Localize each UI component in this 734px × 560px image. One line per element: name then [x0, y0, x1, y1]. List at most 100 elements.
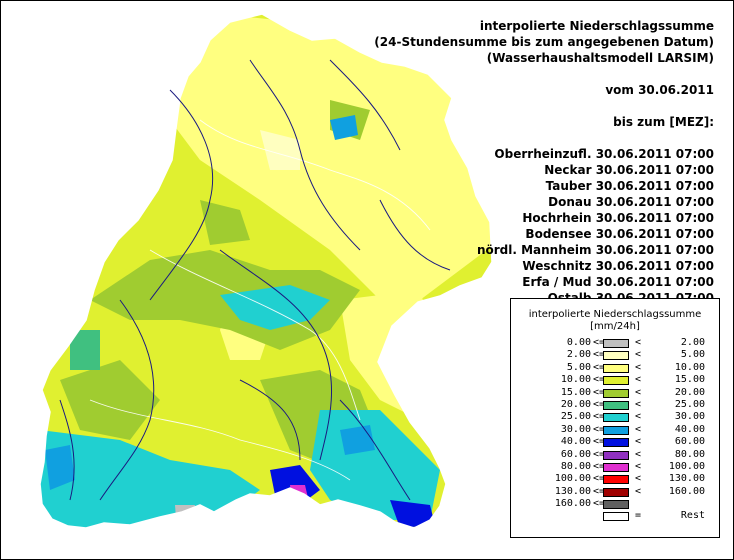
legend-low: 80.00: [560, 460, 591, 472]
legend-op2: <: [635, 361, 642, 373]
legend-high: 80.00: [674, 448, 705, 460]
legend: interpolierte Niederschlagssumme [mm/24h…: [510, 298, 720, 538]
legend-swatch: [603, 438, 629, 448]
legend-high: 100.00: [668, 460, 705, 472]
legend-swatch: [603, 425, 629, 435]
region-row: Weschnitz 30.06.2011 07:00: [374, 258, 714, 274]
legend-high: 60.00: [674, 436, 705, 448]
legend-swatch: [603, 462, 629, 472]
legend-op2: <: [635, 349, 642, 361]
region-datetime: 30.06.2011 07:00: [595, 275, 714, 289]
until-label: bis zum [MEZ]:: [613, 115, 714, 129]
legend-high: 40.00: [674, 423, 705, 435]
legend-row: 60.00 <= <80.00: [511, 449, 719, 461]
region-datetime: 30.06.2011 07:00: [595, 195, 714, 209]
legend-op1: <=: [593, 386, 606, 398]
legend-low: 25.00: [560, 411, 591, 423]
legend-op1: <=: [593, 448, 606, 460]
legend-low: 0.00: [566, 337, 591, 348]
legend-swatch: [603, 450, 629, 460]
region-list: Oberrheinzufl. 30.06.2011 07:00 Neckar 30…: [374, 146, 714, 306]
legend-op2: <: [635, 423, 642, 435]
legend-row: 100.00 <= <130.00: [511, 473, 719, 485]
title-block: interpolierte Niederschlagssumme (24-Stu…: [374, 18, 714, 306]
legend-op2: <: [635, 398, 642, 410]
region-row: Bodensee 30.06.2011 07:00: [374, 226, 714, 242]
precipitation-map: [39, 13, 493, 529]
legend-op2: <: [635, 337, 642, 348]
region-name: Hochrhein: [522, 211, 592, 225]
legend-op1: <=: [593, 337, 606, 348]
region-row: nördl. Mannheim 30.06.2011 07:00: [374, 242, 714, 258]
legend-low: 20.00: [560, 398, 591, 410]
legend-swatch: [603, 500, 629, 510]
region-row: Oberrheinzufl. 30.06.2011 07:00: [374, 146, 714, 162]
legend-high: Rest: [680, 510, 705, 522]
legend-high: 20.00: [674, 386, 705, 398]
legend-low: 40.00: [560, 436, 591, 448]
legend-low: 130.00: [554, 485, 591, 497]
legend-low: 5.00: [566, 361, 591, 373]
legend-low: 100.00: [554, 473, 591, 485]
legend-swatch: [603, 413, 629, 423]
region-row: Donau 30.06.2011 07:00: [374, 194, 714, 210]
legend-op1: <=: [593, 374, 606, 386]
legend-row: = Rest: [511, 510, 719, 522]
region-row: Tauber 30.06.2011 07:00: [374, 178, 714, 194]
region-datetime: 30.06.2011 07:00: [595, 179, 714, 193]
legend-op2: <: [635, 386, 642, 398]
legend-op1: <=: [593, 361, 606, 373]
region-datetime: 30.06.2011 07:00: [595, 163, 714, 177]
legend-low: 60.00: [560, 448, 591, 460]
region-name: Bodensee: [525, 227, 592, 241]
legend-op2: <: [635, 485, 642, 497]
legend-high: 25.00: [674, 398, 705, 410]
title-line: interpolierte Niederschlagssumme: [479, 19, 714, 33]
legend-swatch: [603, 475, 629, 485]
legend-high: 160.00: [668, 485, 705, 497]
legend-op1: <=: [593, 436, 606, 448]
region-row: Erfa / Mud 30.06.2011 07:00: [374, 274, 714, 290]
legend-high: 10.00: [674, 361, 705, 373]
legend-high: 5.00: [680, 349, 705, 361]
legend-swatch: [603, 376, 629, 386]
legend-op2: <: [635, 448, 642, 460]
legend-row: 15.00 <= <20.00: [511, 387, 719, 399]
legend-swatch: [603, 512, 629, 522]
legend-swatch: [603, 388, 629, 398]
region-datetime: 30.06.2011 07:00: [595, 243, 714, 257]
region-datetime: 30.06.2011 07:00: [595, 147, 714, 161]
legend-low: 160.00: [554, 498, 591, 510]
legend-high: 30.00: [674, 411, 705, 423]
legend-op1: <=: [593, 460, 606, 472]
legend-low: 2.00: [566, 349, 591, 361]
legend-row: 160.00 <=: [511, 498, 719, 510]
legend-op2: <: [635, 374, 642, 386]
legend-op1: <=: [593, 485, 606, 497]
legend-op1: <=: [593, 411, 606, 423]
legend-row: 80.00 <= <100.00: [511, 461, 719, 473]
region-datetime: 30.06.2011 07:00: [595, 211, 714, 225]
legend-swatch: [603, 339, 629, 348]
legend-high: 130.00: [668, 473, 705, 485]
legend-row: 130.00 <= <160.00: [511, 486, 719, 498]
region-name: Neckar: [544, 163, 592, 177]
region-row: Hochrhein 30.06.2011 07:00: [374, 210, 714, 226]
legend-row: 40.00 <= <60.00: [511, 436, 719, 448]
region-name: Oberrheinzufl.: [494, 147, 592, 161]
region-name: Tauber: [545, 179, 592, 193]
legend-low: 30.00: [560, 423, 591, 435]
legend-op2: =: [635, 510, 642, 522]
legend-op1: <=: [593, 473, 606, 485]
region-name: Weschnitz: [522, 259, 592, 273]
legend-swatch: [603, 487, 629, 497]
legend-title: interpolierte Niederschlagssumme: [528, 309, 702, 320]
legend-op1: <=: [593, 349, 606, 361]
legend-unit: [mm/24h]: [590, 321, 640, 332]
legend-op1: <=: [593, 498, 606, 510]
legend-high: 15.00: [674, 374, 705, 386]
legend-op2: <: [635, 411, 642, 423]
legend-row: 2.00 <= <5.00: [511, 349, 719, 361]
title-line: (Wasserhaushaltsmodell LARSIM): [486, 51, 714, 65]
region-row: Neckar 30.06.2011 07:00: [374, 162, 714, 178]
